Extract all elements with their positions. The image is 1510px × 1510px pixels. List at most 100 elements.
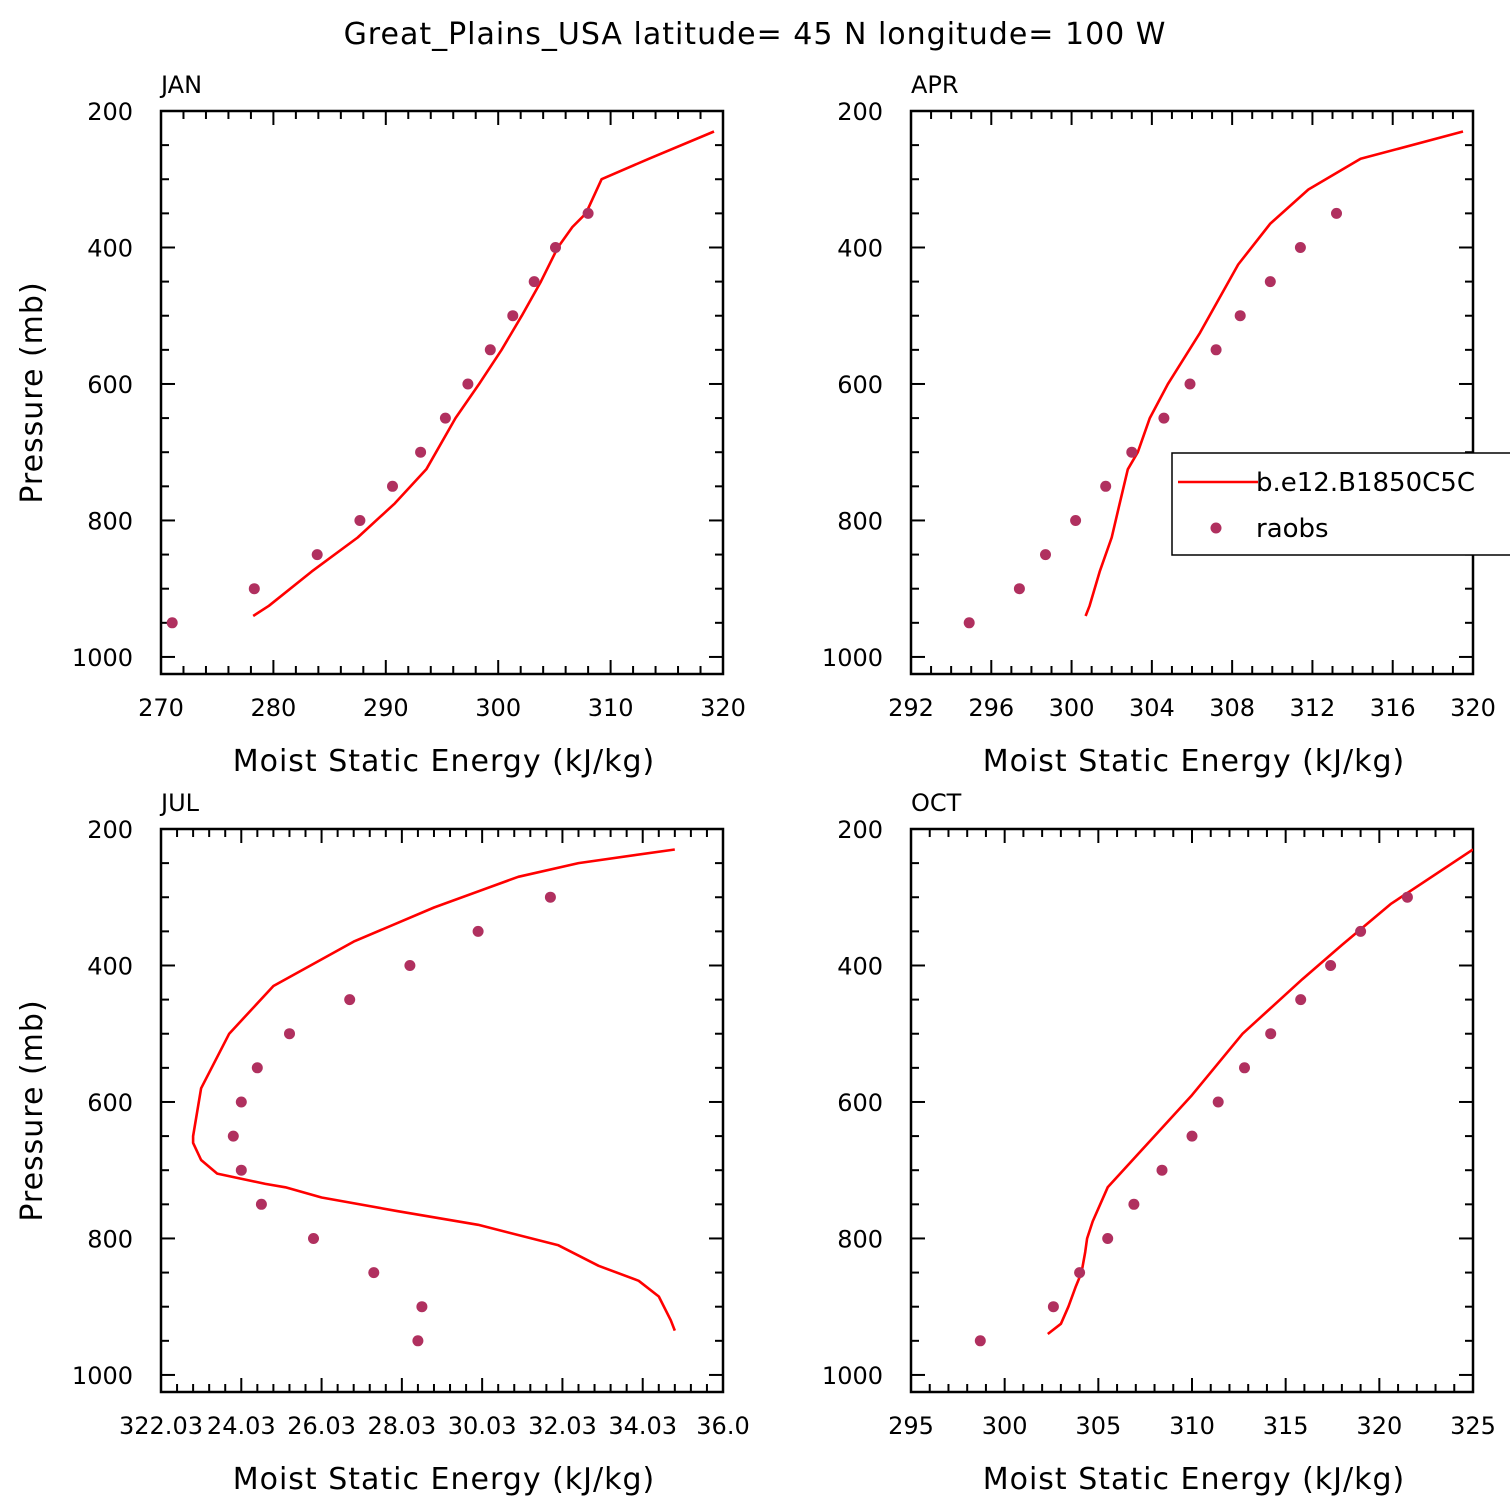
raobs-point: [1186, 1130, 1198, 1142]
y-tick-label: 1000: [822, 644, 883, 672]
raobs-point: [1325, 960, 1337, 971]
raobs-point: [368, 1267, 380, 1279]
raobs-point: [582, 207, 594, 219]
y-tick-label: 1000: [72, 644, 133, 672]
x-tick-label: 24.03: [207, 1412, 276, 1440]
panels: JAN 270 280 290 300 310 320 200 400 600 800 1000 Moi…: [15, 71, 1496, 1497]
raobs-point: [1294, 242, 1306, 253]
raobs-point: [1401, 891, 1413, 903]
x-axis-label: Moist Static Energy (kJ/kg): [233, 744, 656, 779]
raobs-point: [354, 515, 366, 526]
x-tick-label: 300: [475, 694, 521, 722]
y-tick-label: 800: [837, 507, 883, 535]
x-tick-label: 292: [888, 694, 934, 722]
x-tick-label: 32.03: [528, 1412, 597, 1440]
raobs-point: [1102, 1233, 1114, 1244]
x-tick-label: 34.03: [608, 1412, 677, 1440]
figure-title: Great_Plains_USA latitude= 45 N longitud…: [344, 17, 1167, 52]
raobs-point: [1100, 480, 1112, 492]
chart-panel-apr: APR 292 296 300 304 308 312 316 320 200 400 600 800 1…: [822, 71, 1496, 779]
raobs-point: [1234, 310, 1246, 322]
raobs-point: [248, 583, 260, 595]
model-series-line: [252, 130, 715, 618]
raobs-point: [166, 617, 178, 629]
raobs-point: [311, 549, 323, 561]
x-tick-label: 280: [250, 694, 296, 722]
x-tick-label: 322.03: [119, 1412, 203, 1440]
x-tick-label: 310: [1169, 1412, 1215, 1440]
legend-label: raobs: [1256, 514, 1329, 544]
legend-label: b.e12.B1850C5C: [1256, 468, 1475, 498]
x-tick-label: 316: [1370, 694, 1416, 722]
raobs-point: [308, 1233, 319, 1244]
raobs-point: [1158, 412, 1170, 424]
x-axis-label: Moist Static Energy (kJ/kg): [983, 744, 1406, 779]
raobs-point: [1156, 1164, 1168, 1176]
y-tick-label: 600: [837, 1089, 883, 1117]
raobs-point: [416, 1301, 428, 1313]
plot-frame: [159, 109, 725, 676]
panel-title: JAN: [159, 71, 202, 99]
x-tick-label: 295: [888, 1412, 934, 1440]
raobs-point: [550, 242, 561, 253]
x-tick-label: 320: [700, 694, 746, 722]
legend-box: [1171, 452, 1510, 556]
raobs-point: [235, 1164, 247, 1176]
x-tick-label: 320: [1450, 694, 1496, 722]
panel-title: OCT: [911, 789, 962, 817]
raobs-point: [1040, 549, 1051, 561]
plot-frame: [909, 109, 1475, 676]
x-tick-label: 315: [1263, 1412, 1309, 1440]
raobs-point: [1070, 515, 1082, 526]
model-series-line: [1084, 130, 1464, 617]
raobs-point: [1239, 1062, 1250, 1074]
raobs-point: [412, 1335, 424, 1347]
raobs-point: [1331, 207, 1342, 219]
y-tick-label: 400: [837, 234, 883, 262]
raobs-point: [528, 276, 540, 288]
x-tick-label: 300: [982, 1412, 1028, 1440]
raobs-point: [1184, 378, 1196, 390]
raobs-point: [1295, 994, 1307, 1006]
raobs-point: [1264, 276, 1276, 288]
y-tick-label: 600: [837, 371, 883, 399]
raobs-point: [462, 378, 474, 390]
legend-dot-swatch: [1210, 522, 1222, 534]
x-tick-label: 325: [1450, 1412, 1496, 1440]
y-tick-label: 800: [837, 1225, 883, 1253]
plot-frame: [909, 827, 1475, 1394]
x-tick-label: 28.03: [367, 1412, 436, 1440]
chart-panel-jul: JUL 322.03 24.03 26.03 28.03 30.03 32.03 34.03 3…: [15, 789, 750, 1497]
x-tick-label: 304: [1129, 694, 1175, 722]
raobs-point: [255, 1198, 267, 1210]
x-tick-label: 310: [588, 694, 634, 722]
x-tick-label: 26.03: [287, 1412, 356, 1440]
x-tick-label: 305: [1075, 1412, 1121, 1440]
panel-title: JUL: [159, 789, 200, 817]
x-tick-label: 270: [138, 694, 184, 722]
raobs-point: [507, 310, 519, 322]
raobs-point: [963, 617, 975, 629]
raobs-point: [1047, 1301, 1059, 1313]
plot-frame: [159, 827, 725, 1394]
raobs-point: [1355, 925, 1367, 937]
x-axis-label: Moist Static Energy (kJ/kg): [983, 1462, 1406, 1497]
model-series-line: [191, 848, 677, 1332]
raobs-point: [472, 925, 484, 937]
x-tick-label: 30.03: [448, 1412, 517, 1440]
model-series-line: [1047, 848, 1473, 1336]
raobs-point: [1212, 1096, 1224, 1108]
raobs-point: [235, 1096, 247, 1108]
y-axis-label: Pressure (mb): [15, 999, 50, 1221]
raobs-point: [484, 344, 496, 356]
raobs-point: [1126, 446, 1138, 458]
y-tick-label: 200: [87, 816, 133, 844]
y-tick-label: 400: [87, 234, 133, 262]
raobs-point: [439, 412, 451, 424]
raobs-point: [544, 891, 556, 903]
y-tick-label: 200: [87, 98, 133, 126]
y-axis-label: Pressure (mb): [15, 281, 50, 503]
raobs-point: [1013, 583, 1025, 595]
y-tick-label: 600: [87, 371, 133, 399]
y-tick-label: 400: [837, 952, 883, 980]
